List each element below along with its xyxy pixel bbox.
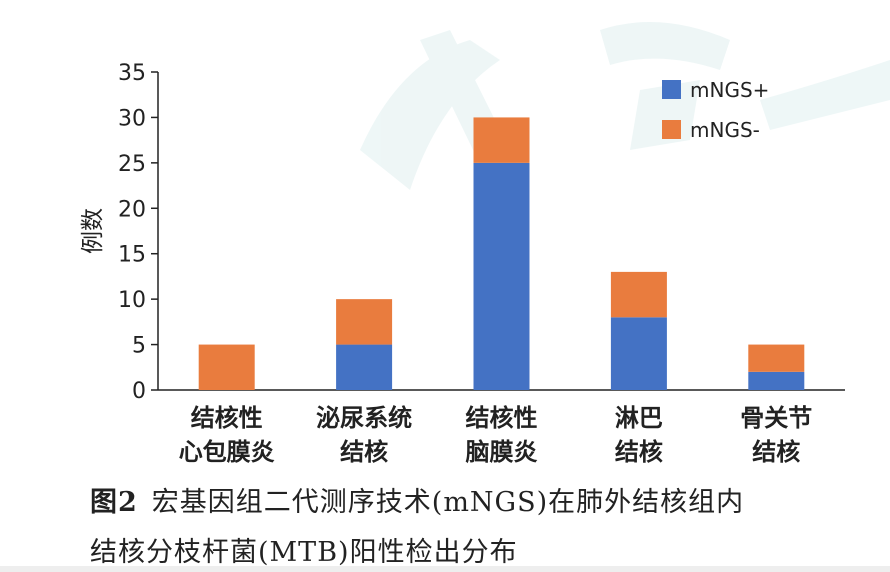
watermark bbox=[360, 22, 890, 190]
x-tick-label: 骨关节 bbox=[740, 404, 812, 432]
x-tick-label: 脑膜炎 bbox=[465, 438, 538, 466]
bar-mngs-negative bbox=[473, 117, 530, 163]
bar-mngs-negative bbox=[336, 299, 393, 345]
bottom-band bbox=[0, 566, 890, 572]
legend-swatch bbox=[662, 120, 681, 139]
y-tick-label: 25 bbox=[118, 152, 146, 177]
bar-mngs-negative bbox=[198, 344, 255, 390]
y-tick-label: 15 bbox=[118, 243, 146, 268]
figure-label: 图2 bbox=[90, 487, 138, 518]
x-tick-label: 淋巴 bbox=[615, 404, 663, 432]
bar-mngs-positive bbox=[610, 317, 667, 390]
legend-swatch bbox=[662, 80, 681, 99]
figure-caption-line-2: 结核分枝杆菌(MTB)阳性检出分布 bbox=[90, 537, 518, 568]
y-tick-label: 0 bbox=[132, 379, 146, 404]
bar-mngs-negative bbox=[610, 271, 667, 318]
y-tick-label: 35 bbox=[118, 61, 146, 86]
y-tick-label: 10 bbox=[118, 288, 146, 313]
x-tick-label: 结核性 bbox=[466, 404, 538, 432]
x-tick-label: 结核 bbox=[340, 438, 388, 466]
bar-mngs-positive bbox=[336, 344, 393, 390]
x-tick-label: 泌尿系统 bbox=[316, 404, 412, 432]
y-tick-label: 5 bbox=[132, 334, 146, 359]
figure-caption-line-1: 图2 宏基因组二代测序技术(mNGS)在肺外结核组内 bbox=[90, 480, 870, 519]
legend-label: mNGS- bbox=[690, 118, 760, 142]
y-tick-label: 20 bbox=[118, 197, 146, 222]
x-tick-label: 心包膜炎 bbox=[179, 438, 275, 466]
x-tick-label: 结核 bbox=[615, 438, 663, 466]
legend-label: mNGS+ bbox=[690, 78, 769, 102]
bar-mngs-positive bbox=[748, 371, 805, 390]
bar-mngs-positive bbox=[473, 162, 530, 390]
caption-text-1: 宏基因组二代测序技术(mNGS)在肺外结核组内 bbox=[151, 487, 745, 518]
y-tick-label: 30 bbox=[118, 106, 146, 131]
x-tick-label: 结核 bbox=[752, 438, 800, 466]
bar-mngs-negative bbox=[748, 344, 805, 372]
x-tick-label: 结核性 bbox=[191, 404, 263, 432]
y-axis-title: 例数 bbox=[80, 208, 106, 254]
